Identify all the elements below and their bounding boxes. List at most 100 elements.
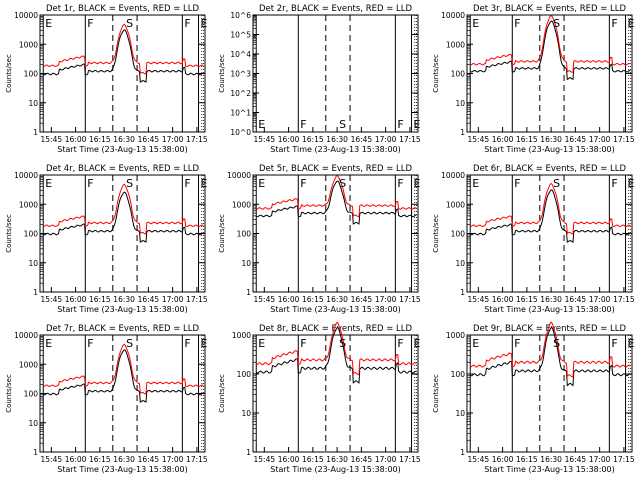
phase-marker: S [126, 17, 133, 30]
x-tick-label: 17:00 [589, 135, 611, 144]
phase-marker: E [628, 17, 635, 30]
events-series-line [469, 189, 631, 243]
x-axis-label: Start Time (23-Aug-13 15:38:00) [484, 465, 615, 474]
phase-marker: F [514, 337, 520, 350]
events-series-line [469, 327, 631, 387]
phase-marker: E [258, 118, 265, 131]
panel-title: Det 2r, BLACK = Events, RED = LLD [259, 4, 413, 14]
phase-marker: E [628, 337, 635, 350]
x-tick-label: 16:00 [278, 295, 300, 304]
y-tick-label: 10000 [14, 171, 38, 180]
phase-marker: F [184, 17, 190, 30]
x-tick-label: 16:30 [113, 295, 135, 304]
y-tick-label: 100 [24, 70, 39, 79]
x-tick-label: 16:15 [302, 455, 324, 464]
y-tick-label: 100 [451, 230, 466, 239]
x-tick-label: 16:15 [89, 295, 111, 304]
y-tick-label: 10 [28, 259, 38, 268]
y-axis-label: Counts/sec [432, 54, 440, 93]
x-axis-label: Start Time (23-Aug-13 15:38:00) [57, 305, 188, 314]
phase-marker: F [184, 337, 190, 350]
phase-marker: F [87, 17, 93, 30]
x-tick-label: 15:45 [254, 135, 276, 144]
x-tick-label: 16:00 [492, 135, 514, 144]
panel-det-8r: Det 8r, BLACK = Events, RED = LLD1101001… [218, 321, 421, 474]
y-tick-label: 100 [237, 230, 252, 239]
lld-series-line [43, 343, 204, 395]
events-series-line [42, 29, 204, 83]
events-series-line [255, 327, 417, 384]
phase-marker: F [184, 177, 190, 190]
phase-marker: F [611, 177, 617, 190]
events-series-line [42, 191, 204, 243]
y-tick-label: 1000 [446, 331, 465, 340]
panel-det-6r: Det 6r, BLACK = Events, RED = LLD 1 10 100 1… [432, 164, 635, 314]
x-tick-label: 15:45 [468, 455, 490, 464]
phase-marker: E [258, 177, 265, 190]
y-tick-label: 1 [246, 288, 251, 297]
panel-title: Det 3r, BLACK = Events, RED = LLD [473, 4, 627, 14]
x-tick-label: 16:45 [138, 295, 160, 304]
y-tick-label: 10^6 [230, 11, 251, 20]
panel-title: Det 7r, BLACK = Events, RED = LLD [46, 324, 200, 334]
panel-title: Det 4r, BLACK = Events, RED = LLD [46, 164, 200, 174]
x-tick-label: 17:00 [162, 295, 184, 304]
x-tick-label: 16:15 [89, 135, 111, 144]
y-tick-label: 100 [451, 70, 466, 79]
y-tick-label: 10^0 [230, 128, 251, 137]
plot-frame [466, 334, 633, 453]
x-tick-label: 16:30 [326, 455, 348, 464]
plot-frame [252, 174, 419, 293]
y-tick-label: 10^1 [230, 109, 251, 118]
x-axis-label: Start Time (23-Aug-13 15:38:00) [270, 465, 401, 474]
x-tick-label: 16:30 [326, 295, 348, 304]
y-tick-label: 1000 [232, 331, 251, 340]
y-axis-label: Counts/sec [5, 214, 13, 253]
phase-marker: F [397, 177, 403, 190]
x-tick-label: 17:15 [399, 455, 421, 464]
phase-marker: E [628, 177, 635, 190]
x-tick-label: 17:00 [162, 135, 184, 144]
plot-frame [466, 14, 633, 133]
y-axis-label: Counts/sec [432, 214, 440, 253]
x-tick-label: 17:00 [589, 455, 611, 464]
y-tick-label: 10 [455, 259, 465, 268]
lld-series-line [470, 321, 631, 378]
phase-marker: F [87, 337, 93, 350]
x-axis-label: Start Time (23-Aug-13 15:38:00) [484, 305, 615, 314]
phase-marker: E [414, 177, 421, 190]
y-tick-label: 1000 [19, 40, 38, 49]
x-tick-label: 16:00 [65, 295, 87, 304]
y-tick-label: 10^4 [230, 50, 251, 59]
x-tick-label: 16:15 [89, 455, 111, 464]
y-tick-label: 1 [460, 128, 465, 137]
panel-det-5r: Det 5r, BLACK = Events, RED = LLD 1 10 100 1… [218, 164, 421, 314]
y-tick-label: 1000 [19, 200, 38, 209]
phase-marker: F [87, 177, 93, 190]
phase-marker: S [339, 337, 346, 350]
phase-marker: E [472, 177, 479, 190]
y-axis-label: Counts/sec [432, 374, 440, 413]
lld-series-line [256, 321, 417, 376]
y-tick-label: 1000 [232, 200, 251, 209]
y-tick-label: 10 [28, 419, 38, 428]
x-axis-label: Start Time (23-Aug-13 15:38:00) [57, 145, 188, 154]
x-tick-label: 17:00 [375, 455, 397, 464]
y-axis-label: Counts/sec [218, 374, 226, 413]
y-tick-label: 1 [33, 128, 38, 137]
panel-title: Det 1r, BLACK = Events, RED = LLD [46, 4, 200, 14]
phase-marker: E [472, 17, 479, 30]
lld-series-line [470, 182, 631, 235]
phase-marker: F [514, 177, 520, 190]
phase-marker: S [126, 177, 133, 190]
x-tick-label: 17:15 [186, 455, 208, 464]
phase-marker: F [300, 337, 306, 350]
x-tick-label: 16:30 [113, 135, 135, 144]
phase-marker: S [339, 177, 346, 190]
events-series-line [42, 349, 204, 403]
x-tick-label: 17:00 [375, 135, 397, 144]
phase-marker: F [397, 118, 403, 131]
y-tick-label: 1 [246, 448, 251, 457]
y-tick-label: 10 [241, 409, 251, 418]
